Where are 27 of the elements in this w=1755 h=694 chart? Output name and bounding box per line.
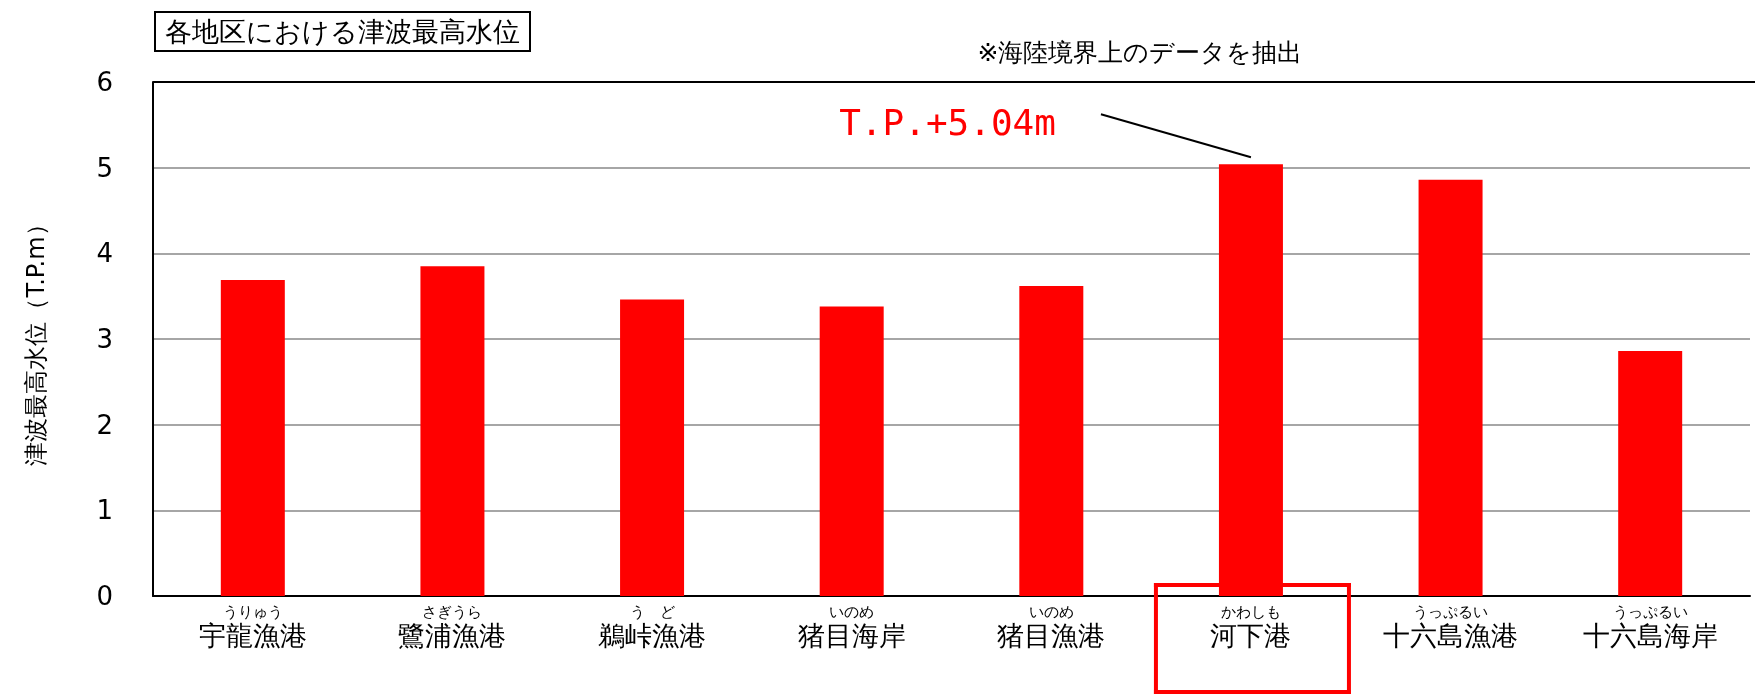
x-tick-label: いのめ猪目海岸 xyxy=(797,603,906,651)
x-tick-label: かわしも河下港 xyxy=(1210,603,1292,651)
bar xyxy=(220,279,285,596)
bar xyxy=(1618,350,1683,596)
bar xyxy=(1218,164,1283,596)
bar xyxy=(1019,285,1084,596)
bar xyxy=(420,266,485,596)
x-tick-label: うっぷるい十六島漁港 xyxy=(1383,603,1519,651)
y-tick-label: 5 xyxy=(96,152,113,183)
bar xyxy=(620,299,685,596)
bar xyxy=(819,306,884,596)
x-tick-label: うりゅう宇龍漁港 xyxy=(198,603,307,651)
x-tick-label: う ど鵜峠漁港 xyxy=(598,603,707,651)
text: ※海陸境界上のデータを抽出 xyxy=(977,37,1303,67)
y-axis-title: 津波最高水位（T.P.m） xyxy=(22,212,50,466)
x-tick-label: さぎうら鷺浦漁港 xyxy=(398,603,507,651)
x-tick-label: いのめ猪目漁港 xyxy=(997,603,1106,651)
annotation: T.P.+5.04m xyxy=(839,101,1056,143)
y-tick-label: 3 xyxy=(96,324,113,354)
y-tick-label: 1 xyxy=(96,495,113,526)
chart-title: 各地区における津波最高水位 xyxy=(165,16,520,47)
x-tick-label: うっぷるい十六島海岸 xyxy=(1582,603,1718,651)
y-tick-label: 0 xyxy=(96,581,113,611)
y-tick-label: 6 xyxy=(96,67,113,97)
y-tick-label: 4 xyxy=(96,238,113,269)
y-tick-label: 2 xyxy=(96,409,113,440)
bar xyxy=(1418,179,1483,596)
